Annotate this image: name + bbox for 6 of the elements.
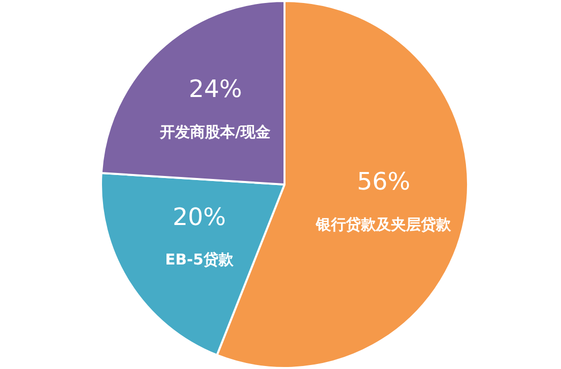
data-label: 20% (172, 202, 226, 231)
data-label: 24% (188, 75, 242, 104)
slice-label: 银行贷款及夹层贷款 (315, 215, 452, 234)
slice-label: EB-5贷款 (165, 250, 234, 268)
data-label: 56% (356, 168, 410, 196)
slice-label: 开发商股本/现金 (159, 122, 271, 141)
